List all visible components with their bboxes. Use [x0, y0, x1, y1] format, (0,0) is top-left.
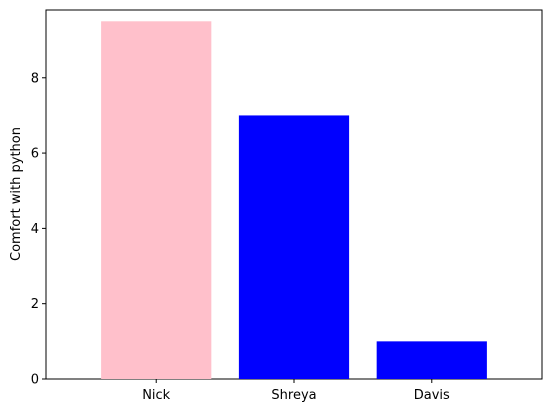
- bars-group: [101, 21, 487, 380]
- y-axis: 0 2 4 6 8: [31, 71, 46, 388]
- y-tick-label: 0: [31, 373, 39, 388]
- bar-davis: [376, 341, 487, 379]
- x-tick-label: Davis: [414, 388, 450, 403]
- bar-nick: [101, 21, 212, 380]
- y-tick-label: 2: [31, 297, 39, 312]
- x-axis: Nick Shreya Davis: [142, 379, 450, 403]
- x-tick-label: Nick: [142, 388, 170, 403]
- y-tick-label: 8: [31, 71, 39, 86]
- bar-shreya: [238, 115, 350, 380]
- y-tick-label: 6: [31, 147, 39, 162]
- y-axis-label: Comfort with python: [9, 127, 24, 261]
- x-tick-label: Shreya: [271, 388, 316, 403]
- y-tick-label: 4: [31, 222, 39, 237]
